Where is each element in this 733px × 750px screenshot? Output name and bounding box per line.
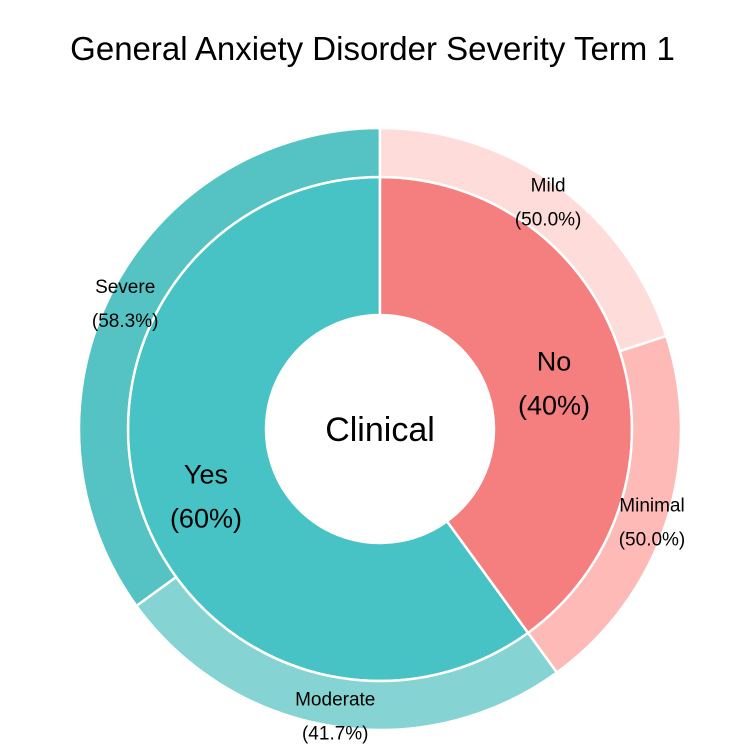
outer-slice-mild [378, 126, 668, 353]
outer-label-moderate: Moderate [295, 689, 375, 710]
outer-percent-severe: (58.3%) [92, 311, 159, 332]
inner-label-no: No [537, 346, 572, 376]
inner-percent-no: (40%) [518, 390, 590, 420]
outer-percent-minimal: (50.0%) [619, 529, 686, 550]
inner-percent-yes: (60%) [170, 504, 242, 534]
outer-percent-moderate: (41.7%) [302, 723, 369, 744]
inner-label-yes: Yes [184, 460, 228, 490]
outer-slice-minimal [526, 334, 683, 675]
outer-label-minimal: Minimal [619, 495, 684, 516]
chart-title: General Anxiety Disorder Severity Term 1 [70, 30, 675, 67]
outer-slice-moderate [134, 575, 559, 732]
outer-label-severe: Severe [95, 277, 155, 298]
outer-percent-mild: (50.0%) [515, 210, 582, 231]
center-label: Clinical [325, 411, 435, 449]
outer-label-mild: Mild [531, 176, 566, 197]
